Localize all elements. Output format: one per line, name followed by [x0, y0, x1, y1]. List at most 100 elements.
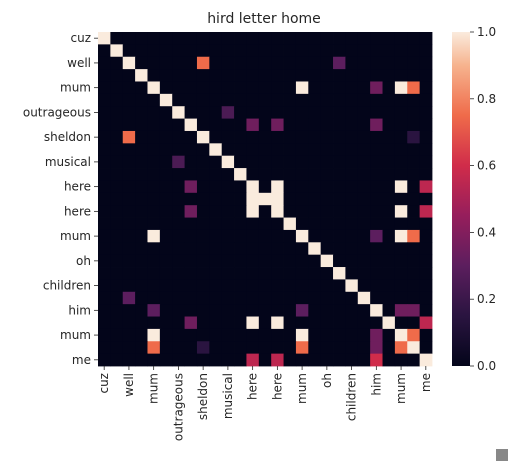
heatmap-cell — [110, 143, 123, 156]
heatmap-cell — [383, 94, 396, 107]
heatmap-cell — [98, 44, 111, 57]
heatmap-cell — [135, 354, 148, 367]
heatmap-cell — [197, 44, 210, 57]
heatmap-cell — [172, 119, 185, 132]
heatmap-cell — [383, 329, 396, 342]
heatmap-cell — [333, 32, 346, 45]
heatmap-cell — [284, 69, 297, 82]
heatmap-cell — [172, 205, 185, 218]
heatmap-cell — [160, 218, 173, 231]
x-tick-label: musical — [221, 373, 235, 419]
heatmap-cell — [321, 304, 334, 317]
colorbar-ticks: 0.0 0.2 0.4 0.6 0.8 1.0 — [470, 25, 496, 373]
heatmap-cell — [370, 279, 383, 292]
heatmap-cell — [234, 205, 247, 218]
heatmap-cell — [284, 156, 297, 169]
heatmap-cell — [123, 304, 136, 317]
heatmap-cell — [135, 143, 148, 156]
heatmap-cell — [308, 292, 321, 305]
heatmap-cell — [110, 242, 123, 255]
heatmap-cell — [284, 255, 297, 268]
heatmap-cell — [395, 119, 408, 132]
heatmap-cell — [370, 81, 383, 94]
heatmap-cell — [358, 57, 371, 70]
heatmap-cell — [98, 267, 111, 280]
heatmap-cell — [160, 329, 173, 342]
heatmap-cell — [333, 57, 346, 70]
heatmap-cell — [185, 131, 198, 144]
heatmap-cell — [185, 218, 198, 231]
heatmap-cell — [271, 32, 284, 45]
heatmap-cell — [209, 267, 222, 280]
heatmap-cell — [147, 156, 160, 169]
heatmap-cell — [420, 106, 433, 119]
heatmap-cell — [185, 292, 198, 305]
heatmap-cell — [333, 44, 346, 57]
heatmap-cell — [383, 354, 396, 367]
heatmap-cell — [395, 193, 408, 206]
heatmap-cell — [110, 329, 123, 342]
colorbar-tick-label: 0.2 — [477, 292, 496, 306]
heatmap-cell — [110, 180, 123, 193]
heatmap-cell — [147, 119, 160, 132]
heatmap-cell — [185, 44, 198, 57]
heatmap-cell — [358, 279, 371, 292]
heatmap-cell — [407, 230, 420, 243]
heatmap-cell — [271, 119, 284, 132]
heatmap-cell — [420, 317, 433, 330]
y-tick-label: here — [64, 180, 91, 194]
heatmap-cell — [209, 81, 222, 94]
heatmap-cell — [370, 131, 383, 144]
heatmap-cell — [333, 156, 346, 169]
heatmap-cell — [98, 329, 111, 342]
heatmap-cell — [185, 205, 198, 218]
heatmap-cell — [246, 267, 259, 280]
heatmap-cell — [147, 57, 160, 70]
x-tick-label: well — [122, 373, 136, 397]
heatmap-cell — [407, 218, 420, 231]
heatmap-cell — [370, 317, 383, 330]
heatmap-cell — [197, 205, 210, 218]
heatmap-cell — [383, 44, 396, 57]
heatmap-cell — [333, 354, 346, 367]
heatmap-cell — [160, 193, 173, 206]
heatmap-cell — [271, 180, 284, 193]
heatmap-cell — [259, 341, 272, 354]
heatmap-cell — [308, 205, 321, 218]
heatmap-cell — [172, 230, 185, 243]
heatmap-cell — [271, 304, 284, 317]
heatmap-cell — [321, 292, 334, 305]
heatmap-cell — [395, 57, 408, 70]
heatmap-cell — [160, 94, 173, 107]
heatmap-cell — [284, 193, 297, 206]
heatmap-cell — [407, 242, 420, 255]
heatmap-cell — [110, 94, 123, 107]
heatmap-cell — [197, 193, 210, 206]
heatmap-cell — [370, 57, 383, 70]
heatmap-cell — [135, 329, 148, 342]
heatmap-cell — [123, 180, 136, 193]
heatmap-cell — [160, 119, 173, 132]
heatmap-cell — [98, 242, 111, 255]
heatmap-cell — [259, 255, 272, 268]
heatmap-cell — [407, 354, 420, 367]
heatmap-cell — [209, 354, 222, 367]
heatmap-cell — [185, 156, 198, 169]
heatmap-cell — [345, 81, 358, 94]
heatmap-cell — [296, 156, 309, 169]
heatmap-cell — [308, 255, 321, 268]
heatmap-cell — [370, 44, 383, 57]
heatmap-cell — [135, 255, 148, 268]
heatmap-cell — [345, 255, 358, 268]
y-tick-label: him — [68, 303, 91, 317]
heatmap-cell — [98, 180, 111, 193]
x-tick-label: cuz — [97, 373, 111, 394]
heatmap-cell — [358, 81, 371, 94]
heatmap-cell — [271, 267, 284, 280]
heatmap-cell — [259, 193, 272, 206]
heatmap-cell — [407, 168, 420, 181]
heatmap-cell — [197, 156, 210, 169]
heatmap-cell — [383, 131, 396, 144]
heatmap-cell — [246, 57, 259, 70]
heatmap-cell — [308, 341, 321, 354]
